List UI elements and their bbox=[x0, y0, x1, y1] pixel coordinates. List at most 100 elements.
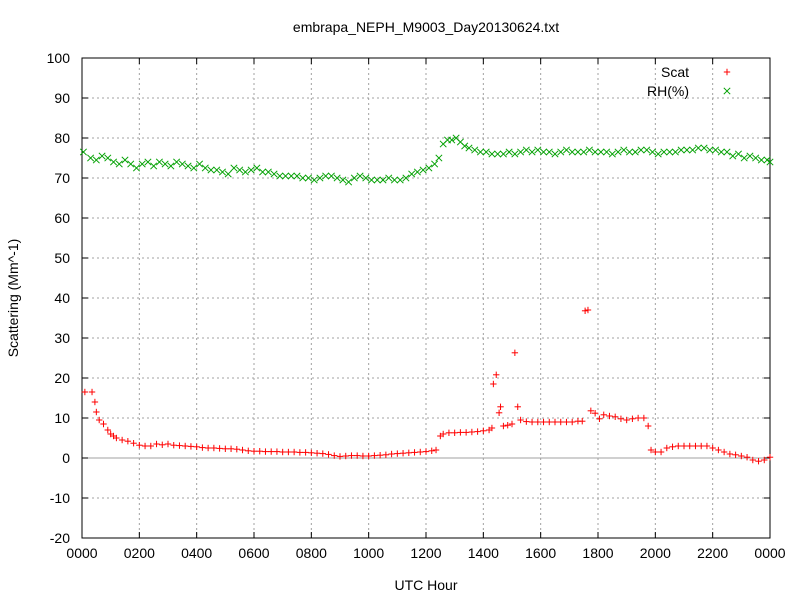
scat-point bbox=[405, 449, 412, 456]
scat-point bbox=[147, 442, 154, 450]
legend-symbol-rh bbox=[723, 87, 731, 95]
scat-point bbox=[96, 416, 103, 424]
rh-point bbox=[236, 166, 244, 174]
rh-point bbox=[115, 160, 123, 168]
series-layer bbox=[79, 134, 774, 465]
rh-point bbox=[230, 164, 238, 172]
y-tick-label: 50 bbox=[54, 250, 70, 266]
x-tick-label: 0000 bbox=[66, 545, 97, 561]
scat-point bbox=[726, 450, 734, 458]
rh-point bbox=[717, 148, 725, 156]
scat-point bbox=[164, 440, 172, 448]
y-tick-label: 20 bbox=[54, 370, 70, 386]
scat-point bbox=[290, 448, 298, 456]
scat-point bbox=[262, 448, 269, 455]
scat-point bbox=[629, 415, 636, 422]
rh-point bbox=[729, 152, 737, 160]
scat-point bbox=[336, 453, 344, 460]
rh-point bbox=[161, 160, 169, 168]
rh-point bbox=[299, 174, 307, 182]
scat-point bbox=[411, 449, 418, 456]
rh-point bbox=[155, 158, 163, 166]
y-tick-label: 30 bbox=[54, 330, 70, 346]
scat-point bbox=[91, 398, 99, 406]
scat-point bbox=[136, 442, 143, 449]
scat-point bbox=[388, 450, 395, 458]
rh-point bbox=[654, 150, 662, 158]
scat-point bbox=[176, 442, 183, 449]
rh-point bbox=[104, 154, 112, 162]
series-scat bbox=[81, 306, 774, 465]
rh-point bbox=[264, 168, 272, 176]
scat-point bbox=[256, 448, 263, 455]
scat-point bbox=[273, 448, 281, 455]
rh-point bbox=[241, 168, 249, 176]
scat-point bbox=[755, 458, 762, 465]
rh-point bbox=[190, 164, 198, 172]
rh-point bbox=[402, 174, 410, 182]
rh-point bbox=[766, 158, 774, 166]
rh-point bbox=[614, 148, 622, 156]
y-tick-label: -20 bbox=[50, 530, 70, 546]
scat-point bbox=[308, 449, 315, 456]
scat-point bbox=[88, 388, 96, 396]
legend: Scat RH(%) bbox=[647, 64, 731, 99]
rh-point bbox=[585, 146, 593, 154]
rh-point bbox=[494, 150, 502, 158]
scat-point bbox=[268, 448, 275, 455]
rh-point bbox=[465, 144, 473, 152]
scat-point bbox=[233, 446, 240, 453]
scat-point bbox=[698, 442, 705, 450]
rh-point bbox=[448, 136, 456, 144]
scat-point bbox=[93, 408, 100, 416]
rh-point bbox=[333, 174, 341, 182]
y-tick-label: 90 bbox=[54, 90, 70, 106]
scat-point bbox=[584, 306, 592, 314]
scat-point bbox=[640, 414, 648, 422]
scat-point bbox=[743, 454, 751, 461]
scat-point bbox=[557, 418, 564, 426]
rh-point bbox=[740, 154, 748, 162]
legend-label-rh: RH(%) bbox=[647, 83, 689, 99]
scat-point bbox=[732, 451, 739, 458]
scat-point bbox=[563, 418, 570, 426]
scat-point bbox=[508, 420, 516, 428]
scat-point bbox=[546, 418, 553, 426]
scat-point bbox=[462, 429, 470, 436]
rh-point bbox=[551, 150, 559, 158]
rh-point bbox=[150, 162, 158, 170]
rh-point bbox=[625, 148, 634, 156]
x-tick-label: 1200 bbox=[410, 545, 441, 561]
rh-point bbox=[270, 170, 278, 178]
scat-point bbox=[222, 445, 229, 452]
scat-point bbox=[715, 446, 722, 454]
x-tick-label: 2000 bbox=[640, 545, 671, 561]
scat-point bbox=[497, 403, 504, 410]
rh-point bbox=[574, 148, 582, 156]
rh-point bbox=[419, 166, 427, 174]
scat-point bbox=[124, 438, 132, 445]
scat-point bbox=[440, 430, 447, 438]
rh-point bbox=[413, 168, 421, 176]
rh-point bbox=[144, 158, 152, 166]
scat-point bbox=[514, 403, 521, 410]
scat-point bbox=[669, 443, 676, 450]
rh-point bbox=[367, 176, 376, 184]
scat-point bbox=[766, 454, 774, 461]
x-tick-label: 0200 bbox=[124, 545, 155, 561]
rh-point bbox=[316, 174, 324, 182]
rh-point bbox=[752, 154, 760, 162]
scat-point bbox=[511, 349, 519, 356]
rh-point bbox=[677, 146, 685, 154]
scat-point bbox=[81, 388, 89, 396]
scat-point bbox=[348, 452, 355, 459]
scat-point bbox=[422, 448, 430, 455]
scat-point bbox=[528, 418, 536, 426]
rh-point bbox=[396, 176, 404, 184]
scat-point bbox=[579, 418, 586, 425]
scat-point bbox=[468, 428, 476, 436]
rh-point bbox=[127, 160, 135, 168]
rh-point bbox=[327, 172, 335, 180]
rh-point bbox=[339, 176, 347, 184]
